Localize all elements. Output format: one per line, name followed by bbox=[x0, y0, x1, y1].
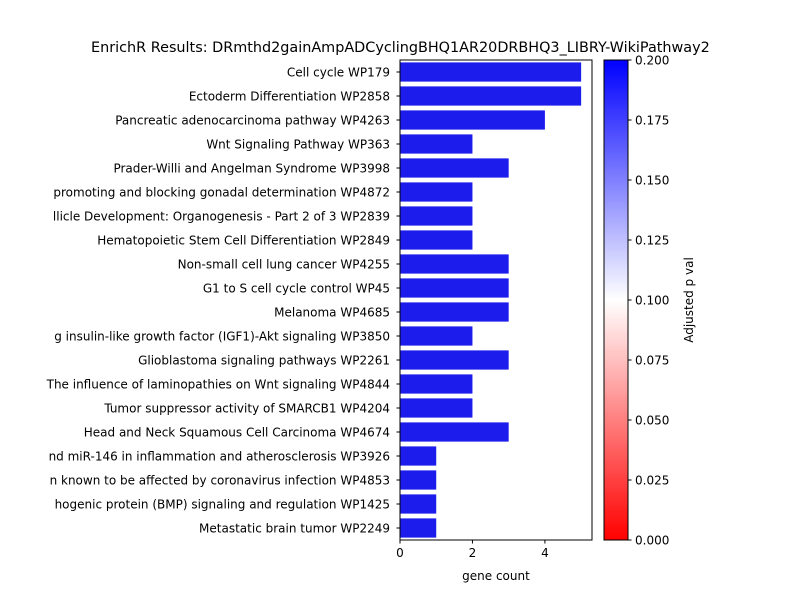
colorbar-tick-label: 0.150 bbox=[635, 173, 669, 187]
bar bbox=[400, 134, 473, 154]
bar bbox=[400, 62, 582, 82]
x-axis-ticks: 0 2 4 bbox=[396, 540, 549, 560]
colorbar-tick-label: 0.175 bbox=[635, 113, 669, 127]
y-tick-label: Metastatic brain tumor WP2249 bbox=[199, 521, 390, 535]
bar bbox=[400, 374, 473, 394]
chart-title: EnrichR Results: DRmthd2gainAmpADCycling… bbox=[91, 40, 710, 56]
y-tick-label: hogenic protein (BMP) signaling and regu… bbox=[55, 497, 390, 511]
colorbar-tick-label: 0.075 bbox=[635, 353, 669, 367]
plot-area-frame bbox=[399, 59, 593, 541]
bar bbox=[400, 158, 509, 178]
bar bbox=[400, 182, 473, 202]
y-tick-label: G1 to S cell cycle control WP45 bbox=[203, 281, 390, 295]
bar bbox=[400, 446, 437, 466]
x-tick-label: 0 bbox=[396, 546, 404, 560]
colorbar-tick-label: 0.000 bbox=[635, 533, 669, 547]
y-tick-label: Wnt Signaling Pathway WP363 bbox=[206, 137, 390, 151]
y-tick-label: nd miR-146 in inflammation and atheroscl… bbox=[49, 449, 390, 463]
y-tick-label: Head and Neck Squamous Cell Carcinoma WP… bbox=[84, 425, 390, 439]
y-tick-labels: Cell cycle WP179 Ectoderm Differentiation… bbox=[46, 65, 400, 535]
y-tick-label: Pancreatic adenocarcinoma pathway WP4263 bbox=[115, 113, 390, 127]
x-axis-label: gene count bbox=[462, 569, 530, 583]
bar bbox=[400, 326, 473, 346]
colorbar-tick-label: 0.050 bbox=[635, 413, 669, 427]
bar bbox=[400, 398, 473, 418]
y-tick-label: Hematopoietic Stem Cell Differentiation … bbox=[97, 233, 390, 247]
y-tick-label: Melanoma WP4685 bbox=[274, 305, 390, 319]
bar bbox=[400, 518, 437, 538]
y-tick-label: llicle Development: Organogenesis - Part… bbox=[53, 209, 390, 223]
bars-layer bbox=[400, 62, 582, 538]
x-tick-label: 2 bbox=[469, 546, 477, 560]
bar bbox=[400, 230, 473, 250]
colorbar-tick-label: 0.100 bbox=[635, 293, 669, 307]
y-tick-label: Prader-Willi and Angelman Syndrome WP399… bbox=[113, 161, 390, 175]
bar bbox=[400, 302, 509, 322]
colorbar-tick-label: 0.200 bbox=[635, 53, 669, 67]
colorbar-tick-label: 0.025 bbox=[635, 473, 669, 487]
bar bbox=[400, 206, 473, 226]
bar bbox=[400, 86, 582, 106]
y-tick-label: n known to be affected by coronavirus in… bbox=[50, 473, 390, 487]
colorbar-ticks: 0.000 0.025 0.050 0.075 0.100 0.125 0.150 0.175… bbox=[628, 53, 669, 547]
bar bbox=[400, 278, 509, 298]
y-tick-label: Ectoderm Differentiation WP2858 bbox=[189, 89, 390, 103]
bar bbox=[400, 494, 437, 514]
y-tick-label: promoting and blocking gonadal determina… bbox=[53, 185, 390, 199]
colorbar-label: Adjusted p val bbox=[682, 257, 696, 343]
y-tick-label: Cell cycle WP179 bbox=[287, 65, 390, 79]
bar bbox=[400, 350, 509, 370]
bar bbox=[400, 254, 509, 274]
colorbar-tick-label: 0.125 bbox=[635, 233, 669, 247]
y-tick-label: The influence of laminopathies on Wnt si… bbox=[46, 377, 390, 391]
colorbar bbox=[603, 59, 629, 541]
bar bbox=[400, 422, 509, 442]
y-tick-label: Non-small cell lung cancer WP4255 bbox=[178, 257, 390, 271]
bar bbox=[400, 110, 545, 130]
x-tick-label: 4 bbox=[541, 546, 549, 560]
y-tick-label: Glioblastoma signaling pathways WP2261 bbox=[138, 353, 390, 367]
y-tick-label: g insulin-like growth factor (IGF1)-Akt … bbox=[54, 329, 390, 343]
bar bbox=[400, 470, 437, 490]
y-tick-label: Tumor suppressor activity of SMARCB1 WP4… bbox=[103, 401, 390, 415]
